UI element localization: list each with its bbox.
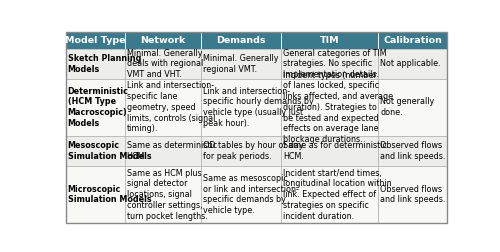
Text: Minimal. Generally
regional VMT.: Minimal. Generally regional VMT.: [203, 54, 278, 74]
Text: Deterministic
(HCM Type
Macroscopic)
Models: Deterministic (HCM Type Macroscopic) Mod…: [68, 87, 128, 128]
Bar: [378, 49, 447, 79]
Bar: [281, 166, 378, 223]
Bar: [378, 136, 447, 166]
Bar: [378, 166, 447, 223]
Text: Same as HCM plus
signal detector
locations, signal
controller settings,
turn poc: Same as HCM plus signal detector locatio…: [126, 169, 208, 220]
Text: Link and intersection-
specific lane
geometry, speed
limits, controls (signal
ti: Link and intersection- specific lane geo…: [126, 81, 215, 133]
Bar: [66, 79, 124, 136]
Bar: [66, 136, 124, 166]
Text: Mesoscopic
Simulation Models: Mesoscopic Simulation Models: [68, 141, 151, 161]
Bar: [201, 166, 281, 223]
Bar: [66, 32, 124, 49]
Text: Same as deterministic
HCM.: Same as deterministic HCM.: [126, 141, 217, 161]
Bar: [281, 32, 378, 49]
Bar: [124, 166, 201, 223]
Bar: [281, 49, 378, 79]
Text: Model Type: Model Type: [65, 36, 126, 45]
Text: TIM: TIM: [320, 36, 340, 45]
Bar: [66, 166, 124, 223]
Bar: [201, 49, 281, 79]
Text: Calibration: Calibration: [383, 36, 442, 45]
Text: Microscopic
Simulation Models: Microscopic Simulation Models: [68, 185, 151, 204]
Bar: [124, 32, 201, 49]
Text: Sketch Planning
Models: Sketch Planning Models: [68, 54, 141, 74]
Text: Not applicable.: Not applicable.: [380, 59, 441, 68]
Text: Link and intersection-
specific hourly demands by
vehicle type (usually just
pea: Link and intersection- specific hourly d…: [203, 87, 314, 128]
Text: General categories of TIM
strategies. No specific
implementation details.: General categories of TIM strategies. No…: [283, 49, 387, 79]
Text: Network: Network: [140, 36, 186, 45]
Bar: [201, 32, 281, 49]
Text: Same as for deterministic
HCM.: Same as for deterministic HCM.: [283, 141, 387, 161]
Text: Minimal. Generally
deals with regional
VMT and VHT.: Minimal. Generally deals with regional V…: [126, 49, 203, 79]
Text: Observed flows
and link speeds.: Observed flows and link speeds.: [380, 185, 446, 204]
Bar: [201, 79, 281, 136]
Text: Not generally
done.: Not generally done.: [380, 98, 434, 117]
Bar: [281, 136, 378, 166]
Bar: [281, 79, 378, 136]
Bar: [124, 79, 201, 136]
Bar: [378, 32, 447, 49]
Bar: [124, 49, 201, 79]
Bar: [124, 136, 201, 166]
Text: Incident start/end times,
longitudinal location within
link. Expected effect of
: Incident start/end times, longitudinal l…: [283, 169, 392, 220]
Bar: [66, 49, 124, 79]
Bar: [378, 79, 447, 136]
Text: Observed flows
and link speeds.: Observed flows and link speeds.: [380, 141, 446, 161]
Text: Same as mesoscopic
or link and intersection-
specific demands by
vehicle type.: Same as mesoscopic or link and intersect…: [203, 174, 299, 215]
Text: Demands: Demands: [216, 36, 266, 45]
Text: OD tables by hour of day
for peak periods.: OD tables by hour of day for peak period…: [203, 141, 304, 161]
Text: Incident types (number
of lanes locked, specific
links affected, and average
dur: Incident types (number of lanes locked, …: [283, 71, 393, 144]
Bar: [201, 136, 281, 166]
